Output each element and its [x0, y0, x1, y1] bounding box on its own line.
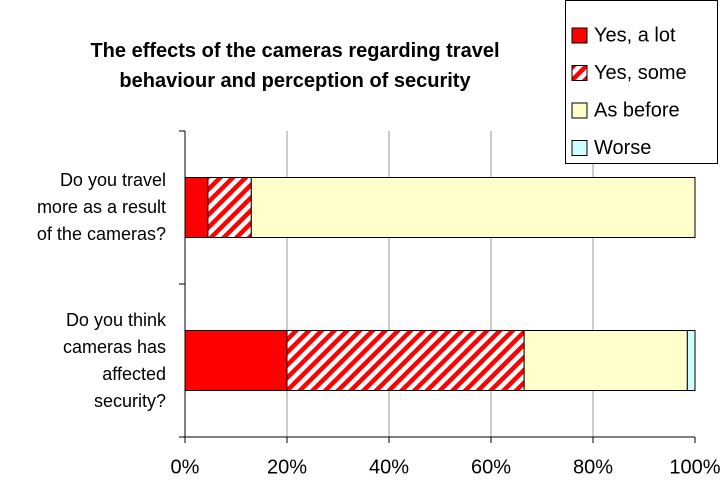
chart-title: The effects of the cameras regarding tra… [90, 40, 500, 92]
legend-swatch [571, 102, 588, 119]
legend-label: Yes, some [594, 62, 687, 84]
legend-box [565, 0, 718, 164]
bar-segment [184, 330, 288, 391]
legend-swatch [571, 27, 588, 44]
x-tick-label: 40% [369, 456, 409, 478]
bar-segment [686, 330, 696, 391]
legend-swatch [571, 65, 588, 81]
legend-label: Yes, a lot [594, 24, 676, 46]
bar-segment [286, 330, 525, 391]
x-tick-label: 20% [267, 456, 307, 478]
x-tick-label: 60% [471, 456, 511, 478]
category-label: Do you travel more as a result of the ca… [36, 170, 166, 244]
bar-segment [184, 177, 209, 238]
bar-segment [523, 330, 688, 391]
legend-label: As before [594, 99, 680, 121]
x-tick-label: 0% [171, 456, 200, 478]
x-tick-label: 80% [573, 456, 613, 478]
x-tick-label: 100% [669, 456, 720, 478]
bar-segment [250, 177, 696, 238]
category-label: Do you think cameras has affected securi… [62, 309, 166, 411]
bar-segment [207, 177, 252, 238]
legend-swatch [571, 140, 588, 156]
legend-label: Worse [594, 137, 651, 159]
